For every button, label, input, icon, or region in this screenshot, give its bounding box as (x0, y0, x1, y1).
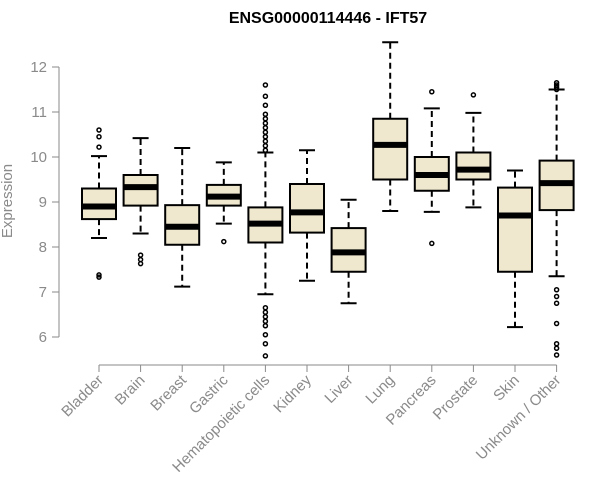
x-tick-label: Bladder (58, 372, 107, 421)
outlier-point (262, 125, 269, 131)
outlier-point (221, 238, 227, 245)
box-lung (372, 41, 409, 212)
outlier-point (262, 318, 269, 324)
x-tick-label: Lung (362, 372, 398, 408)
box-iqr (122, 174, 159, 207)
outlier-point (470, 92, 477, 98)
box-iqr (455, 151, 492, 181)
y-tick-label: 6 (39, 329, 47, 346)
y-tick-label: 8 (39, 239, 47, 256)
chart-title: ENSG00000114446 - IFT57 (229, 10, 427, 27)
outlier-point (262, 147, 269, 153)
outlier-point (553, 300, 560, 306)
box-kidney (289, 149, 325, 282)
outlier-point (262, 116, 269, 122)
box-liver (330, 198, 367, 305)
outlier-point (262, 82, 269, 88)
outlier-point (262, 138, 269, 144)
outlier-point (262, 353, 269, 359)
box-prostate (455, 92, 492, 209)
outlier-point (96, 272, 102, 278)
outlier-point (262, 93, 269, 99)
y-tick-label: 7 (39, 284, 47, 301)
x-tick-label: Skin (490, 372, 523, 405)
box-hematopoietic-cells (247, 82, 284, 359)
outlier-point (96, 127, 102, 133)
y-axis-label: Expression (0, 164, 16, 238)
outlier-point (262, 309, 269, 315)
outlier-point (262, 120, 269, 126)
outlier-point (262, 111, 269, 117)
outlier-point (553, 352, 560, 358)
box-breast (164, 147, 201, 288)
outlier-point (137, 252, 144, 258)
outlier-point (262, 341, 269, 347)
box-unknown-other (538, 80, 575, 358)
box-series (81, 41, 575, 359)
outlier-point (553, 84, 560, 90)
y-tick-label: 11 (31, 104, 47, 121)
outlier-point (96, 134, 102, 140)
outlier-point (137, 260, 144, 267)
outlier-point (262, 332, 269, 338)
y-tick-label: 12 (30, 59, 47, 76)
outlier-point (429, 240, 435, 247)
outlier-point (262, 134, 269, 140)
x-tick-label: Breast (147, 371, 190, 414)
box-bladder (81, 127, 117, 280)
box-pancreas (413, 89, 450, 247)
outlier-point (262, 305, 269, 311)
outlier-point (96, 274, 102, 280)
box-gastric (205, 161, 242, 245)
outlier-point (262, 323, 269, 329)
x-tick-label: Brain (112, 372, 149, 409)
box-iqr (497, 186, 533, 273)
outlier-point (96, 144, 102, 150)
box-iqr (289, 183, 325, 234)
outlier-point (553, 341, 560, 347)
outlier-point (553, 293, 560, 300)
box-iqr (372, 117, 409, 181)
outlier-point (262, 102, 269, 108)
x-tick-label: Kidney (270, 371, 315, 416)
outlier-point (553, 86, 560, 93)
outlier-point (262, 129, 269, 135)
box-brain (122, 137, 159, 267)
y-tick-label: 9 (39, 194, 47, 211)
outlier-point (553, 345, 560, 351)
outlier-point (262, 143, 269, 149)
outlier-point (553, 287, 560, 293)
y-axis: 6 7 8 9 10 11 12 (30, 59, 60, 346)
x-tick-label: Liver (321, 372, 356, 407)
box-skin (497, 169, 533, 329)
outlier-point (429, 89, 435, 95)
x-tick-label: Prostate (430, 372, 482, 424)
y-tick-label: 10 (30, 149, 47, 166)
outlier-point (262, 314, 269, 320)
outlier-point (553, 320, 560, 327)
